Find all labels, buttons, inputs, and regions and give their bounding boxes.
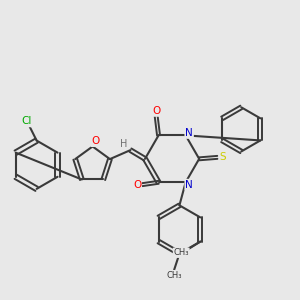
Text: H: H: [120, 139, 128, 148]
Text: O: O: [133, 180, 141, 190]
Text: N: N: [185, 128, 193, 138]
Text: Cl: Cl: [22, 116, 32, 126]
Text: N: N: [185, 180, 193, 190]
Text: S: S: [219, 152, 226, 162]
Text: O: O: [152, 106, 160, 116]
Text: O: O: [92, 136, 100, 146]
Text: CH₃: CH₃: [173, 248, 189, 257]
Text: CH₃: CH₃: [167, 271, 182, 280]
